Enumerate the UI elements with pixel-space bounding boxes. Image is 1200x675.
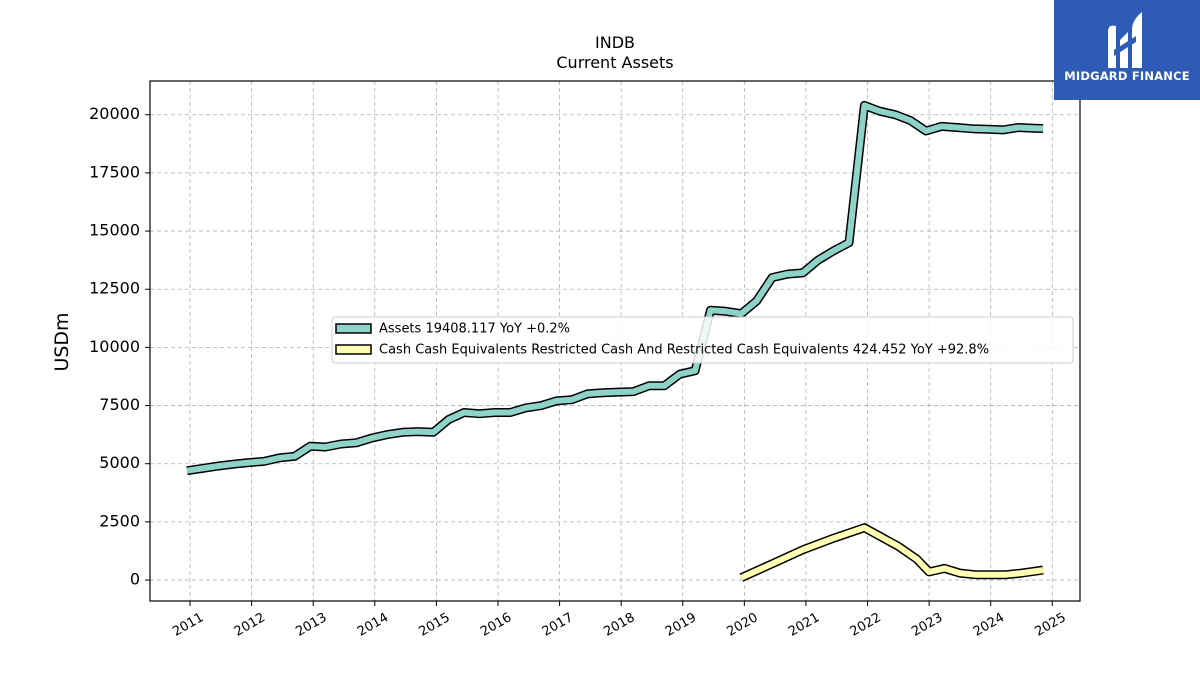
x-tick-label: 2025 (1032, 610, 1068, 640)
y-tick-label: 2500 (99, 511, 140, 530)
x-tick-label: 2011 (170, 610, 206, 640)
legend-label-cash: Cash Cash Equivalents Restricted Cash An… (379, 343, 989, 358)
x-axis-ticks: 2011 2012 2013 2014 2015 2016 2017 2018 2019 2020… (170, 601, 1069, 640)
y-tick-label: 5000 (99, 453, 140, 472)
y-tick-label: 7500 (99, 395, 140, 414)
y-tick-label: 12500 (89, 279, 140, 298)
legend-box (331, 316, 1074, 364)
y-tick-label: 20000 (89, 104, 140, 123)
legend: Assets 19408.117 YoY +0.2% Cash Cash Equ… (331, 316, 1074, 364)
logo-mark-icon (1108, 12, 1142, 69)
logo-text: MIDGARD FINANCE (1064, 69, 1190, 83)
y-tick-label: 10000 (89, 337, 140, 356)
series-lines (186, 100, 1044, 582)
series-outline-1 (739, 523, 1044, 582)
series-line-0 (186, 102, 1044, 474)
x-tick-label: 2014 (355, 610, 391, 640)
plot-frame (149, 80, 1081, 602)
x-tick-label: 2020 (725, 610, 761, 640)
y-tick-label: 15000 (89, 221, 140, 240)
chart-title: INDB (595, 33, 635, 52)
legend-swatch-cash (335, 344, 372, 355)
x-tick-label: 2021 (786, 610, 822, 640)
x-tick-label: 2022 (848, 610, 884, 640)
x-tick-label: 2018 (601, 610, 637, 640)
x-tick-label: 2017 (540, 610, 576, 640)
x-tick-label: 2015 (417, 610, 453, 640)
x-tick-label: 2016 (478, 610, 514, 640)
legend-label-assets: Assets 19408.117 YoY +0.2% (379, 322, 570, 337)
series-line-1 (740, 524, 1044, 581)
y-axis-label: USDm (51, 312, 73, 371)
brand-logo: MIDGARD FINANCE (1054, 0, 1200, 100)
y-tick-label: 17500 (89, 162, 140, 181)
y-axis-ticks: 0 2500 5000 7500 10000 12500 15000 17500 20000 (89, 104, 150, 589)
series-outline-0 (186, 100, 1044, 476)
x-tick-label: 2023 (909, 610, 945, 640)
chart-subtitle: Current Assets (556, 53, 673, 72)
x-tick-label: 2019 (663, 610, 699, 640)
x-tick-label: 2013 (293, 610, 329, 640)
y-tick-label: 0 (130, 570, 140, 589)
legend-swatch-assets (335, 323, 372, 334)
x-tick-label: 2012 (232, 610, 268, 640)
x-tick-label: 2024 (971, 610, 1007, 640)
